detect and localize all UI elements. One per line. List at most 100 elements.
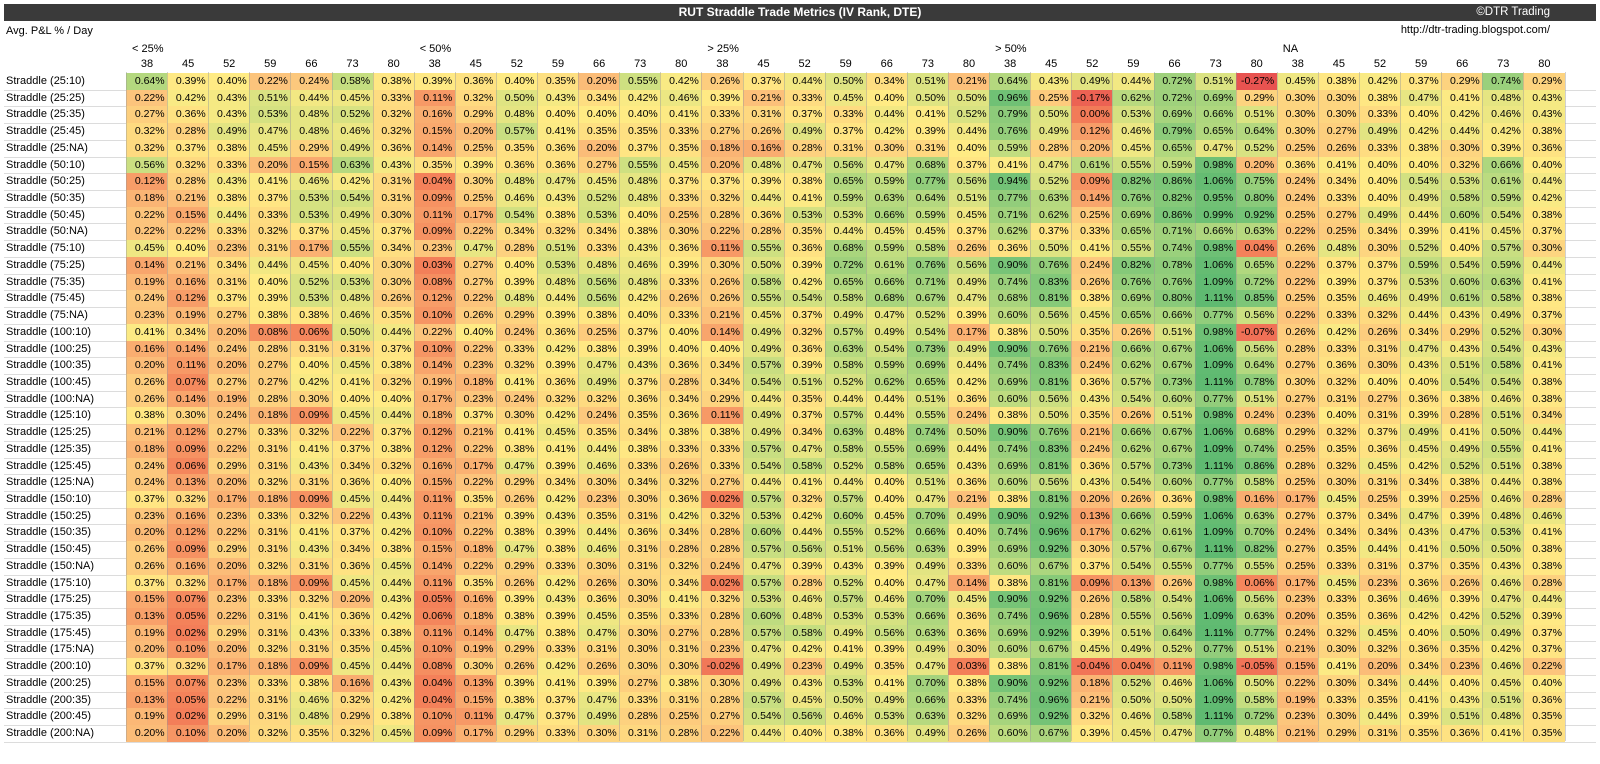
row-label: Straddle (125:25) — [6, 426, 91, 439]
heatmap-cell: 0.26% — [701, 273, 743, 291]
heatmap-cell: 0.76% — [1112, 273, 1154, 291]
heatmap-cell: 0.17% — [454, 457, 497, 475]
heatmap-cell: 0.02% — [167, 624, 209, 642]
heatmap-cell: 0.32% — [249, 557, 291, 575]
heatmap-cell: 0.63% — [331, 156, 374, 174]
heatmap-cell: 0.57% — [742, 440, 785, 458]
heatmap-cell: 0.23% — [783, 658, 826, 676]
heatmap-cell: 0.35% — [331, 641, 374, 659]
heatmap-cell: 0.32% — [537, 390, 579, 408]
heatmap-cell: 0.22% — [701, 725, 743, 743]
heatmap-cell: 0.33% — [249, 507, 291, 525]
heatmap-cell: 0.21% — [701, 307, 743, 325]
heatmap-cell: 0.30% — [1523, 240, 1565, 258]
heatmap-cell: 0.16% — [331, 674, 374, 692]
heatmap-cell: 0.42% — [865, 123, 908, 141]
heatmap-cell: 0.53% — [824, 206, 867, 224]
heatmap-cell: 0.46% — [1482, 106, 1524, 124]
heatmap-cell: 1.06% — [1194, 173, 1237, 191]
heatmap-cell: 0.17% — [1276, 491, 1319, 509]
heatmap-cell: 0.30% — [660, 658, 702, 676]
column-divider — [1359, 72, 1360, 741]
heatmap-cell: 0.30% — [372, 206, 415, 224]
heatmap-cell: 0.38% — [537, 624, 579, 642]
heatmap-cell: 0.41% — [824, 641, 867, 659]
heatmap-cell: 0.68% — [906, 156, 949, 174]
heatmap-cell: 0.44% — [824, 474, 867, 492]
heatmap-cell: 0.32% — [1359, 307, 1401, 325]
heatmap-cell: 0.54% — [1482, 206, 1524, 224]
title-bar: RUT Straddle Trade Metrics (IV Rank, DTE… — [4, 4, 1596, 21]
heatmap-cell: 0.47% — [495, 457, 538, 475]
heatmap-cell: 0.63% — [1482, 273, 1524, 291]
row-label: Straddle (25:35) — [6, 108, 85, 121]
heatmap-cell: 0.38% — [948, 674, 990, 692]
heatmap-cell: 0.04% — [413, 674, 456, 692]
heatmap-cell: 0.45% — [742, 307, 785, 325]
heatmap-cell: 0.21% — [454, 424, 497, 442]
heatmap-cell: 1.06% — [1194, 340, 1237, 358]
heatmap-cell: 0.26% — [1153, 574, 1196, 592]
heatmap-cell: 0.39% — [865, 557, 908, 575]
heatmap-cell: 0.40% — [537, 106, 579, 124]
heatmap-cell: 0.10% — [167, 641, 209, 659]
heatmap-cell: 0.44% — [372, 658, 415, 676]
heatmap-cell: 0.29% — [495, 725, 538, 743]
heatmap-cell: 0.77% — [1194, 641, 1237, 659]
heatmap-cell: 0.43% — [1482, 557, 1524, 575]
heatmap-cell: 0.34% — [701, 357, 743, 375]
heatmap-cell: 0.22% — [1276, 307, 1319, 325]
heatmap-cell: 0.49% — [742, 340, 785, 358]
dte-label: 80 — [387, 58, 400, 70]
heatmap-cell: 0.46% — [865, 591, 908, 609]
heatmap-cell: 0.44% — [1400, 307, 1442, 325]
heatmap-cell: 0.57% — [742, 691, 785, 709]
heatmap-cell: 0.35% — [660, 139, 702, 157]
heatmap-cell: 0.39% — [783, 357, 826, 375]
heatmap-cell: 0.44% — [290, 89, 332, 107]
heatmap-cell: 0.26% — [1112, 491, 1154, 509]
heatmap-cell: 0.38% — [989, 407, 1031, 425]
heatmap-cell: 0.38% — [1441, 390, 1483, 408]
heatmap-cell: 0.09% — [290, 491, 332, 509]
heatmap-cell: 0.32% — [167, 574, 209, 592]
heatmap-cell: 0.30% — [660, 223, 702, 241]
heatmap-cell: 0.32% — [372, 457, 415, 475]
heatmap-cell: 0.50% — [1441, 624, 1483, 642]
column-divider — [742, 72, 744, 741]
heatmap-cell: 0.35% — [537, 73, 579, 91]
heatmap-cell: 0.38% — [824, 725, 867, 743]
heatmap-cell: 0.41% — [1441, 223, 1483, 241]
heatmap-cell: 0.30% — [619, 574, 661, 592]
heatmap-cell: 0.11% — [413, 491, 456, 509]
heatmap-cell: 0.67% — [906, 290, 949, 308]
heatmap-cell: 0.06% — [413, 608, 456, 626]
heatmap-cell: 0.44% — [1523, 173, 1565, 191]
column-divider — [1564, 72, 1566, 741]
heatmap-cell: 0.31% — [1359, 340, 1401, 358]
heatmap-cell: 0.92% — [1030, 624, 1072, 642]
heatmap-cell: 0.44% — [865, 407, 908, 425]
heatmap-cell: 0.64% — [1153, 624, 1196, 642]
heatmap-cell: 0.37% — [1317, 507, 1360, 525]
heatmap-cell: 0.22% — [454, 524, 497, 542]
heatmap-cell: 0.32% — [1317, 373, 1360, 391]
heatmap-cell: 0.31% — [742, 106, 785, 124]
heatmap-cell: 0.35% — [1317, 541, 1360, 559]
heatmap-cell: 0.48% — [290, 123, 332, 141]
heatmap-cell: 0.63% — [1235, 507, 1278, 525]
heatmap-cell: 0.57% — [1112, 457, 1154, 475]
heatmap-cell: 0.09% — [290, 407, 332, 425]
heatmap-cell: 0.66% — [865, 206, 908, 224]
row-label: Straddle (50:25) — [6, 175, 85, 188]
heatmap-cell: 0.23% — [1441, 658, 1483, 676]
heatmap-cell: 0.50% — [824, 73, 867, 91]
heatmap-cell: 0.27% — [249, 373, 291, 391]
heatmap-cell: 0.63% — [1030, 190, 1072, 208]
heatmap-cell: 0.19% — [126, 273, 168, 291]
heatmap-cell: 0.11% — [167, 357, 209, 375]
heatmap-cell: 0.50% — [824, 691, 867, 709]
heatmap-cell: 0.29% — [208, 708, 250, 726]
heatmap-cell: 0.32% — [249, 641, 291, 659]
heatmap-cell: 0.54% — [1153, 591, 1196, 609]
